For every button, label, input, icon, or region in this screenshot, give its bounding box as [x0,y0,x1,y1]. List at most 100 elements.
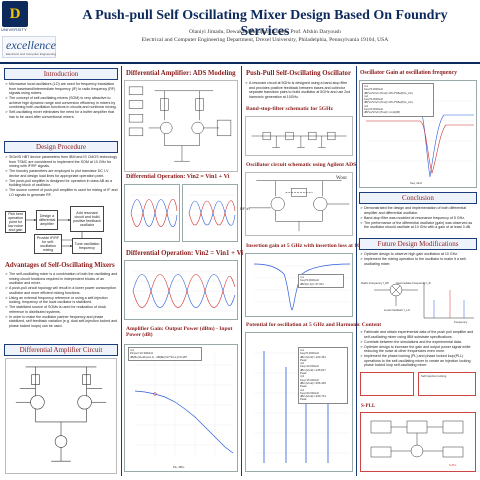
legend-line: dB(Vo/Vi/Vm(Tout)=-86.4*b8a(fr(fe_2m) [364,90,413,95]
flow-step-operation-point: Pick best operation point for low noise … [5,211,26,233]
design-heading: Design Procedure [4,141,118,153]
band-stop-schematic [245,116,353,156]
flow-step-if-rf: Provide IF/RF for self-oscillation mixin… [34,234,62,254]
lab-logo: excellence Electronic and Computer Engin… [2,36,56,58]
drexel-logo: D [2,1,28,27]
advantages-item: The stabilized source of SOMs is used fo… [5,305,118,314]
future-item: Implement the mixing operation to the os… [360,257,476,266]
legend-line: dBm(Vout)=-160.461 [300,354,326,359]
pll-block-1 [360,372,414,396]
potential-plot: m1 freq=5.000GHz dBm(Vout)=-160.461 Peak… [245,332,353,472]
future-text-2: Fabricate and obtain experimental data o… [360,330,476,368]
amp-gain-heading: Amplifier Gain: Output Power (dBm) - Inp… [126,326,233,338]
diff-op-heading: Differential Operation: Vin2 = Vin1 + Vi [126,174,230,180]
flow-step-diff-amp: Design a differential amplifier [36,210,58,230]
flow-step-resonant: Add resonant circuit and build positive … [70,206,104,232]
amp-gain-legend: m1 Pinput=10.3002Hz dB(Bo(VoutF)est.1) -… [128,347,202,361]
legend-line: freq=5.000GHz [300,278,320,283]
legend-line: m3 [300,374,304,379]
header-divider [0,62,480,64]
legend-line: m4 [300,387,304,392]
osc-gain-x-label: freq, GHz [410,181,422,185]
mix-if-label: Intermediate Frequency f_IF [396,281,432,285]
legend-line: m1 [300,275,304,279]
ads-schematic [124,80,238,172]
poster-header: D UNIVERSITY excellence Electronic and C… [0,0,480,62]
column-divider [241,66,242,476]
poster-affiliation: Electrical and Computer Engineering Depa… [141,37,389,43]
lab-logo-text: excellence [6,38,56,52]
legend-line: Peak [300,371,307,376]
legend-line: dB(Vo/Vi/Vm(Tout)=-1m4(38) [364,110,400,115]
future-item: Correlate between the simulations and th… [360,340,476,345]
spll-block: S-PLL [360,412,476,472]
conclusion-text: Demonstrated the design and implementati… [360,206,476,230]
future-text-1: Optimize design to observe high gain osc… [360,252,476,267]
mixing-spectrum-diagram [374,282,474,319]
legend-line: dBm(Vout)=-290.731 [300,394,326,399]
intro-heading: Introduction [4,68,118,80]
design-item: SiGe/Si HBT device parameters from IBM a… [5,155,118,169]
poster-title: A Push-pull Self Oscillating Mixer Desig… [82,8,448,39]
drexel-logo-sub: UNIVERSITY [1,27,28,32]
legend-line: dB(Vo/Vi/Vm(Tout)=-86.4*b8a(fr(fe_2m) [364,100,413,105]
amp-gain-x-label: Pin, dBm [173,465,185,469]
legend-line: Peak [300,397,307,402]
legend-line: Peak [300,357,307,362]
design-text: SiGe/Si HBT device parameters from IBM a… [5,155,118,198]
lab-logo-sub: Electronic and Computer Engineering [6,52,56,56]
diff-op-plot-1 [124,184,180,242]
diff-op-plot-2 [182,184,238,242]
legend-line: m3 [364,103,368,108]
spll-label-2: S-PLL [449,463,457,467]
legend-line: freq=10.00GHz [300,364,320,369]
legend-line: dB(Bo(VoutF)est.1) - dB(Bo(Vin*Sin.1))=5… [130,354,188,359]
conclusion-heading: Conclusion [359,192,477,204]
legend-line: Peak [300,384,307,389]
poster-authors: Olaniyi Jimadu, Dewakar Madupuri Kandra,… [189,29,341,35]
legend-line: m1 [130,348,134,352]
legend-line: dBm(Vout)=-256.346 [300,380,326,385]
mix-rf-label: Radio Frequency f_RF [361,281,390,285]
pll-block-2: Self injection locking [418,372,476,396]
ads-heading: Differential Amplifier: ADS Modeling [126,70,236,77]
intro-item: Self-oscillating mixer eliminates the ne… [5,110,118,119]
future-item: Optimize design to increase the gain and… [360,345,476,354]
legend-line: freq=5.000GHz [364,107,384,112]
legend-line: freq=5.000GHz [364,87,384,92]
osc-schematic [245,172,353,236]
insertion-legend: m1 freq=5.000GHz dB(S(2,1))=-37.011 [298,274,344,288]
legend-line: dB(S(2,1))=-37.011 [300,281,324,286]
future-item: Fabricate and obtain experimental data o… [360,330,476,339]
diff-amp-schematic [5,358,117,474]
diff-amp-heading: Differential Amplifier Circuit [4,344,118,356]
insertion-plot: m1 freq=5.000GHz dB(S(2,1))=-37.011 [245,253,353,317]
advantages-text: The self-oscillating mixer is a combinat… [5,272,118,329]
advantages-item: The self-oscillating mixer is a combinat… [5,272,118,286]
band-stop-heading: Band-stop-filter schematic for 5GHz [246,106,333,112]
push-pull-item: A resonant circuit at 5GHz is designed u… [245,81,353,99]
potential-heading: Potential for oscillation at 5 GHz and H… [246,322,382,328]
potential-legend: m1 freq=5.000GHz dBm(Vout)=-160.461 Peak… [298,347,348,404]
design-item: The source current of push-pull amplifie… [5,188,118,197]
design-item: The foundry parameters are employed to p… [5,169,118,178]
intro-text: Microwave local oscillators (LO) are use… [5,82,118,120]
legend-line: freq=15.00GHz [300,377,320,382]
conclusion-item: The performance of the differential osci… [360,221,476,230]
push-pull-heading: Push-Pull Self-Oscillating Oscillator [246,70,351,77]
column-divider [121,66,122,476]
legend-line: Pinput=10.3002Hz [130,351,154,356]
intro-item: Microwave local oscillators (LO) are use… [5,82,118,96]
osc-gain-plot: m1 freq=5.000GHz dB(Vo/Vi/Vm(Tout)=-86.4… [359,80,477,188]
advantages-item: A push-pull circuit topology will result… [5,286,118,295]
advantages-heading: Advantages of Self-Oscillating Mixers [5,262,115,269]
mix-lo-label: Local Oscillator f_LO [384,308,410,312]
column-divider [356,66,357,476]
future-item: Optimize design to observe high gain osc… [360,252,476,257]
legend-line: freq=20.00GHz [300,390,320,395]
push-pull-text: A resonant circuit at 5GHz is designed u… [245,81,353,100]
design-item: The push-pull amplifier is designed for … [5,179,118,188]
legend-line: m1 [364,84,368,88]
flow-step-tune: Tune oscillation frequency [72,238,102,254]
future-heading: Future Design Modifications [359,238,477,250]
